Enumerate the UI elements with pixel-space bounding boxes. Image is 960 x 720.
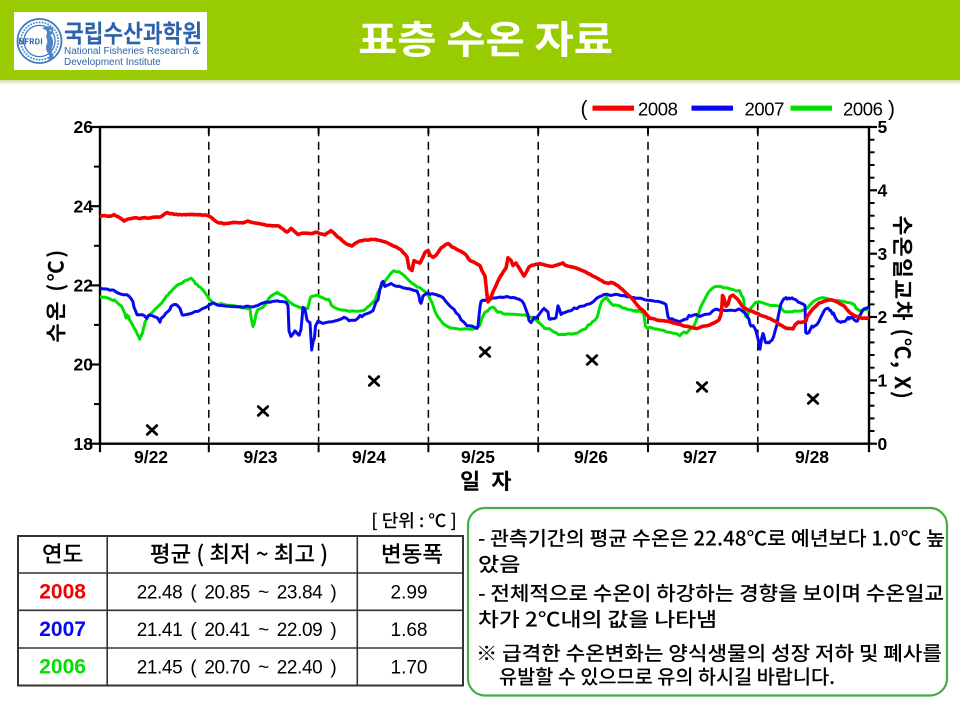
- svg-text:1.68: 1.68: [391, 620, 428, 641]
- svg-text:9/25: 9/25: [461, 447, 495, 467]
- svg-text:2006: 2006: [843, 99, 883, 120]
- svg-text:2006: 2006: [39, 656, 86, 679]
- svg-text:1: 1: [878, 371, 888, 391]
- svg-text:1.70: 1.70: [391, 658, 428, 679]
- svg-text:24: 24: [74, 196, 94, 216]
- svg-text:21.41 ( 20.41 ~ 22.09 ): 21.41 ( 20.41 ~ 22.09 ): [137, 620, 337, 641]
- svg-text:2: 2: [878, 307, 888, 327]
- svg-text:2007: 2007: [39, 618, 86, 641]
- svg-text:2007: 2007: [745, 99, 785, 120]
- svg-text:9/24: 9/24: [352, 447, 386, 467]
- svg-text:5: 5: [878, 117, 888, 137]
- svg-text:(: (: [581, 98, 588, 121]
- svg-text:4: 4: [878, 181, 888, 201]
- svg-text:9/26: 9/26: [574, 447, 608, 467]
- svg-text:26: 26: [74, 117, 94, 137]
- svg-text:18: 18: [74, 434, 94, 454]
- svg-text:3: 3: [878, 244, 888, 264]
- svg-text:21.45 ( 20.70 ~ 22.40 ): 21.45 ( 20.70 ~ 22.40 ): [137, 658, 337, 679]
- svg-text:20: 20: [74, 355, 94, 375]
- svg-text:9/22: 9/22: [134, 447, 168, 467]
- svg-text:2008: 2008: [638, 99, 678, 120]
- svg-text:): ): [888, 98, 895, 121]
- svg-text:2008: 2008: [39, 581, 86, 604]
- svg-text:9/23: 9/23: [243, 447, 277, 467]
- svg-text:22.48 ( 20.85 ~ 23.84 ): 22.48 ( 20.85 ~ 23.84 ): [137, 583, 337, 604]
- svg-text:Development Institute: Development Institute: [64, 57, 161, 68]
- svg-text:2.99: 2.99: [391, 583, 428, 604]
- svg-text:9/28: 9/28: [795, 447, 829, 467]
- svg-text:0: 0: [878, 434, 888, 454]
- svg-text:22: 22: [74, 276, 94, 296]
- svg-text:National Fisheries Research &: National Fisheries Research &: [64, 46, 199, 57]
- svg-text:9/27: 9/27: [683, 447, 717, 467]
